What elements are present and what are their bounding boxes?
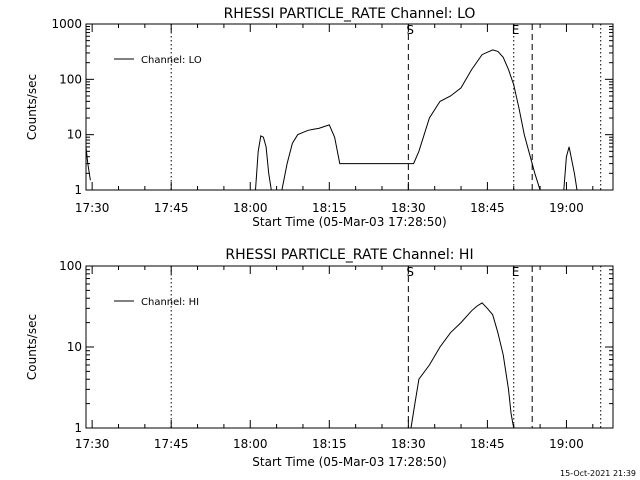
y-tick-label: 100 [59,259,82,273]
x-tick-label: 18:00 [233,201,268,215]
x-tick-label: 17:30 [75,201,110,215]
annotation-label: E [512,265,520,279]
x-tick-label: 18:15 [312,201,347,215]
chart-panel-2: RHESSI PARTICLE_RATE Channel: HI 17:30 17:… [25,247,614,469]
x-tick-label: 17:30 [75,437,110,451]
legend-label: Channel: HI [141,297,199,308]
series-line [255,49,578,191]
series-line [410,302,515,429]
y-tick-label: 10 [67,128,82,142]
y-tick-label: 1000 [51,17,82,31]
y-tick-label: 1 [74,421,82,435]
x-tick-label: 18:45 [470,201,505,215]
footer-timestamp: 15-Oct-2021 21:39 [560,469,636,478]
chart-title: RHESSI PARTICLE_RATE Channel: LO [224,6,476,22]
x-tick-label: 19:00 [549,201,584,215]
series-line [85,146,91,181]
y-tick-label: 1 [74,183,82,197]
plot-frame [85,23,614,191]
x-tick-label: 17:45 [154,201,189,215]
y-axis-label: Counts/sec [25,74,39,140]
y-axis-label: Counts/sec [25,314,39,380]
legend-label: Channel: LO [141,55,202,66]
annotation-label: S [406,23,414,37]
y-tick-label: 100 [59,72,82,86]
x-tick-label: 18:00 [233,437,268,451]
x-tick-label: 18:30 [391,437,426,451]
annotation-label: E [512,23,520,37]
x-axis-label: Start Time (05-Mar-03 17:28:50) [252,455,446,469]
x-tick-label: 17:45 [154,437,189,451]
x-tick-label: 18:45 [470,437,505,451]
chart-panel-1: RHESSI PARTICLE_RATE Channel: LO 17:30 17:… [25,6,614,229]
x-tick-label: 18:15 [312,437,347,451]
annotation-label: S [406,265,414,279]
chart-title: RHESSI PARTICLE_RATE Channel: HI [225,247,473,263]
x-axis-label: Start Time (05-Mar-03 17:28:50) [252,215,446,229]
chart-panels: RHESSI PARTICLE_RATE Channel: LO 17:30 17:… [25,6,614,469]
y-tick-label: 10 [67,340,82,354]
x-tick-label: 19:00 [549,437,584,451]
x-tick-label: 18:30 [391,201,426,215]
